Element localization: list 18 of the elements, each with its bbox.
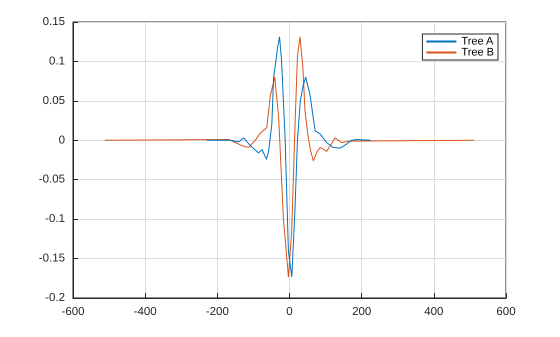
y-tick-label: -0.2 [45, 292, 65, 304]
x-tick-label: -400 [134, 306, 157, 318]
legend-label: Tree B [461, 46, 494, 58]
legend-label: Tree A [461, 36, 494, 48]
y-tick-label: -0.1 [45, 213, 65, 226]
y-tick-label: 0.15 [42, 16, 65, 28]
x-tick-label: 200 [352, 306, 372, 318]
x-tick-label: 0 [286, 306, 293, 318]
line-series [206, 36, 372, 278]
x-tick-label: -600 [61, 306, 85, 318]
x-tick-label: -200 [206, 306, 229, 318]
y-tick-label: 0.05 [42, 94, 65, 107]
y-tick-label: 0.1 [49, 55, 65, 68]
x-tick-label: 400 [424, 306, 444, 318]
x-tick-label: 600 [496, 306, 516, 318]
y-tick-label: -0.05 [38, 174, 65, 186]
y-tick-label: -0.15 [38, 252, 65, 265]
y-tick-label: 0 [58, 134, 65, 146]
